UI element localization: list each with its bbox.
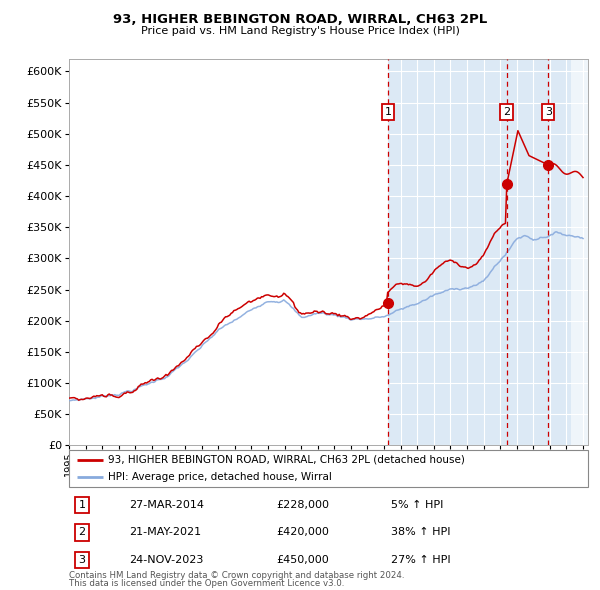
Text: 24-NOV-2023: 24-NOV-2023 — [128, 555, 203, 565]
Text: 3: 3 — [545, 107, 552, 117]
Text: This data is licensed under the Open Government Licence v3.0.: This data is licensed under the Open Gov… — [69, 579, 344, 588]
Text: 5% ↑ HPI: 5% ↑ HPI — [391, 500, 443, 510]
Bar — [388, 59, 588, 445]
Text: 1: 1 — [79, 500, 85, 510]
Text: 93, HIGHER BEBINGTON ROAD, WIRRAL, CH63 2PL: 93, HIGHER BEBINGTON ROAD, WIRRAL, CH63 … — [113, 13, 487, 26]
Text: Contains HM Land Registry data © Crown copyright and database right 2024.: Contains HM Land Registry data © Crown c… — [69, 571, 404, 580]
Text: 1: 1 — [385, 107, 391, 117]
Text: £450,000: £450,000 — [277, 555, 329, 565]
Text: HPI: Average price, detached house, Wirral: HPI: Average price, detached house, Wirr… — [108, 473, 332, 483]
Text: 93, HIGHER BEBINGTON ROAD, WIRRAL, CH63 2PL (detached house): 93, HIGHER BEBINGTON ROAD, WIRRAL, CH63 … — [108, 455, 465, 465]
Bar — [571, 59, 588, 445]
Text: 2: 2 — [79, 527, 86, 537]
Text: 21-MAY-2021: 21-MAY-2021 — [128, 527, 201, 537]
Text: £420,000: £420,000 — [277, 527, 329, 537]
Text: 2: 2 — [503, 107, 510, 117]
Text: 38% ↑ HPI: 38% ↑ HPI — [391, 527, 450, 537]
Text: £228,000: £228,000 — [277, 500, 329, 510]
Text: 3: 3 — [79, 555, 85, 565]
Text: Price paid vs. HM Land Registry's House Price Index (HPI): Price paid vs. HM Land Registry's House … — [140, 26, 460, 36]
Text: 27% ↑ HPI: 27% ↑ HPI — [391, 555, 451, 565]
Text: 27-MAR-2014: 27-MAR-2014 — [128, 500, 203, 510]
Bar — [571, 59, 588, 445]
